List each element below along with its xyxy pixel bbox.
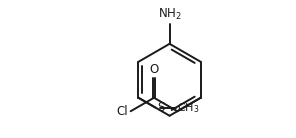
Text: CH$_3$: CH$_3$: [178, 101, 200, 115]
Text: Cl: Cl: [116, 105, 128, 118]
Text: NH$_2$: NH$_2$: [158, 7, 181, 22]
Text: O: O: [149, 63, 159, 76]
Text: S: S: [157, 101, 164, 114]
